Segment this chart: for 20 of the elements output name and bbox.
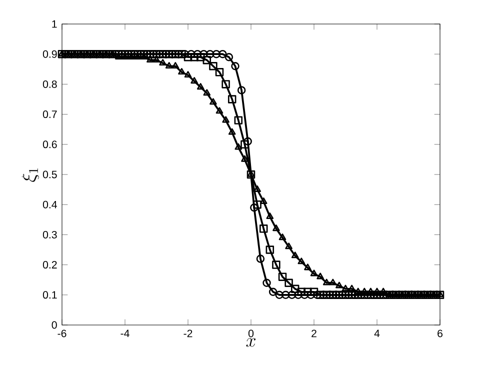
y-axis-title: $\xi_1$ [22,168,39,182]
y-tick-label: 0.7 [42,110,57,118]
y-tick-label: 0.9 [42,50,57,58]
y-tick-label: 0.8 [42,80,57,88]
x-tick-label: 0 [248,330,254,338]
x-tick-label: 2 [312,330,316,338]
y-tick-label: 0.5 [42,170,57,178]
y-tick-label: 0.3 [42,230,57,238]
x-axis-title: $x$ [246,338,256,347]
y-tick-label: 0.2 [42,261,57,269]
x-tick-label: 6 [438,330,442,338]
y-tick-label: 0.4 [42,200,57,208]
x-tick-label: 4 [374,330,380,338]
y-tick-label: 0.1 [42,291,57,299]
x-tick-label: -4 [120,330,130,338]
y-tick-label: 0 [52,321,57,329]
y-tick-label: 0.6 [42,140,57,148]
x-tick-label: -6 [58,330,66,338]
y-tick-label: 1 [52,20,57,28]
x-tick-label: -2 [184,330,192,338]
